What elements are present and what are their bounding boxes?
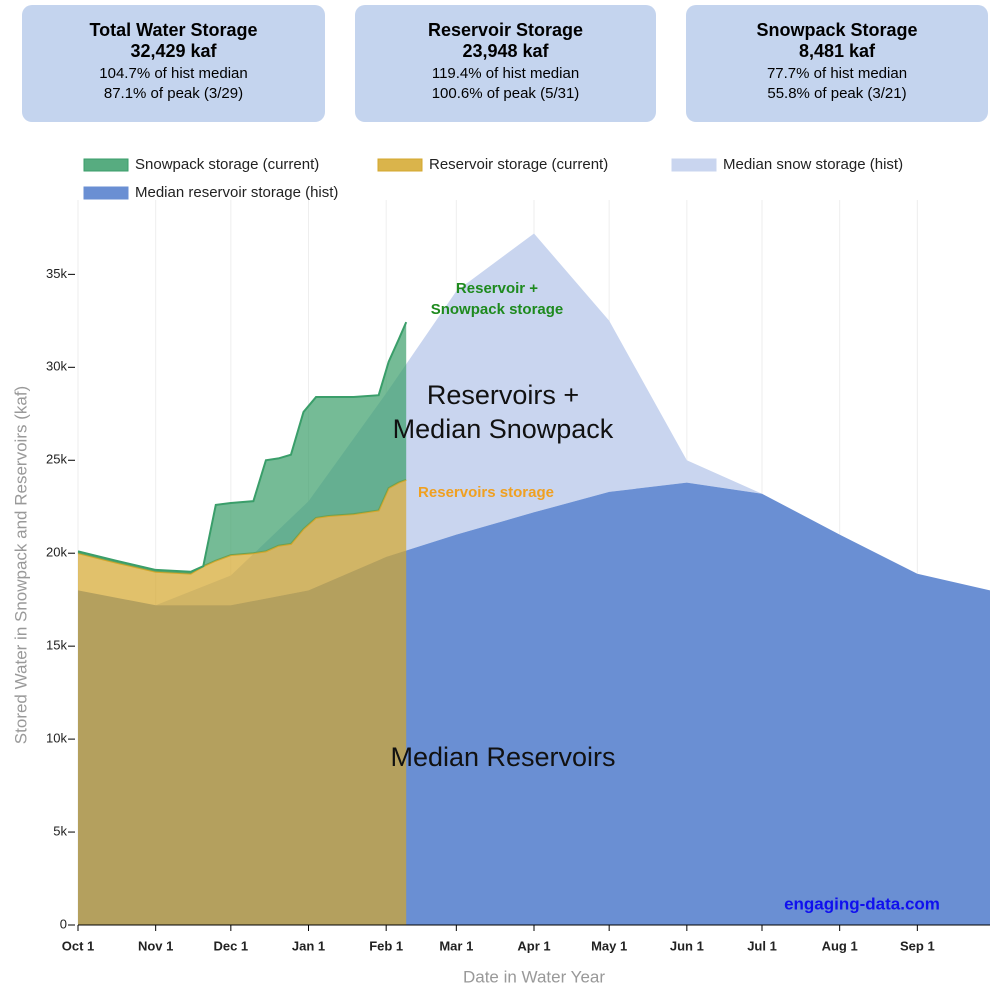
stat-card: Snowpack Storage 8,481 kaf 77.7% of hist… — [686, 5, 988, 122]
card-value: 23,948 kaf — [462, 41, 549, 61]
x-tick-label: Jan 1 — [292, 938, 325, 953]
area-top-line — [77, 321, 408, 573]
legend-label: Median reservoir storage (hist) — [135, 184, 338, 201]
stat-card: Total Water Storage 32,429 kaf 104.7% of… — [22, 5, 325, 122]
x-tick-label: Apr 1 — [517, 938, 550, 953]
annotation: Snowpack storage — [431, 301, 564, 318]
card-value: 32,429 kaf — [130, 41, 217, 61]
legend-swatch — [377, 158, 423, 172]
y-tick-label: 5k — [53, 823, 67, 838]
card-title: Reservoir Storage — [427, 20, 584, 40]
x-axis-label: Date in Water Year — [463, 967, 605, 986]
x-tick-label: Oct 1 — [62, 938, 95, 953]
card-line: 104.7% of hist median — [99, 65, 248, 82]
legend-label: Reservoir storage (current) — [429, 156, 608, 173]
y-tick-label: 35k — [46, 266, 67, 281]
card-value: 8,481 kaf — [798, 41, 876, 61]
x-tick-label: Feb 1 — [369, 938, 403, 953]
stat-card: Reservoir Storage 23,948 kaf 119.4% of h… — [355, 5, 656, 122]
annotation: Reservoir + — [456, 280, 538, 297]
y-tick-label: 10k — [46, 731, 67, 746]
legend-swatch — [671, 158, 717, 172]
x-tick-label: Aug 1 — [822, 938, 858, 953]
card-title: Snowpack Storage — [756, 20, 918, 40]
legend-swatch — [83, 158, 129, 172]
x-tick-label: Dec 1 — [213, 938, 248, 953]
card-line: 55.8% of peak (3/21) — [767, 85, 907, 102]
y-tick-label: 20k — [46, 545, 67, 560]
y-axis-label: Stored Water in Snowpack and Reservoirs … — [11, 386, 30, 744]
area-top-line — [77, 478, 407, 575]
y-tick-label: 25k — [46, 452, 67, 467]
area — [78, 233, 990, 606]
x-tick-label: Jun 1 — [670, 938, 704, 953]
x-tick-label: Sep 1 — [900, 938, 935, 953]
card-title: Total Water Storage — [89, 20, 258, 40]
x-tick-label: Mar 1 — [439, 938, 473, 953]
card-line: 119.4% of hist median — [431, 65, 580, 82]
legend-label: Snowpack storage (current) — [135, 156, 319, 173]
annotation: Reservoirs storage — [418, 484, 554, 501]
card-line: 100.6% of peak (5/31) — [431, 85, 580, 102]
annotation: Median Reservoirs — [390, 742, 615, 772]
card-line: 77.7% of hist median — [766, 65, 908, 82]
y-tick-label: 30k — [46, 359, 67, 374]
y-tick-label: 0 — [60, 916, 67, 931]
area — [78, 482, 990, 925]
x-tick-label: May 1 — [591, 938, 627, 953]
annotation: engaging-data.com — [784, 894, 940, 913]
legend-label: Median snow storage (hist) — [723, 156, 903, 173]
annotation: Median Snowpack — [393, 414, 614, 444]
x-tick-label: Nov 1 — [138, 938, 173, 953]
area — [78, 479, 407, 925]
annotation: Reservoirs + — [427, 380, 579, 410]
legend-swatch — [83, 186, 129, 200]
x-tick-label: Jul 1 — [747, 938, 777, 953]
card-line: 87.1% of peak (3/29) — [103, 85, 244, 102]
area — [78, 322, 407, 574]
y-tick-label: 15k — [46, 638, 67, 653]
